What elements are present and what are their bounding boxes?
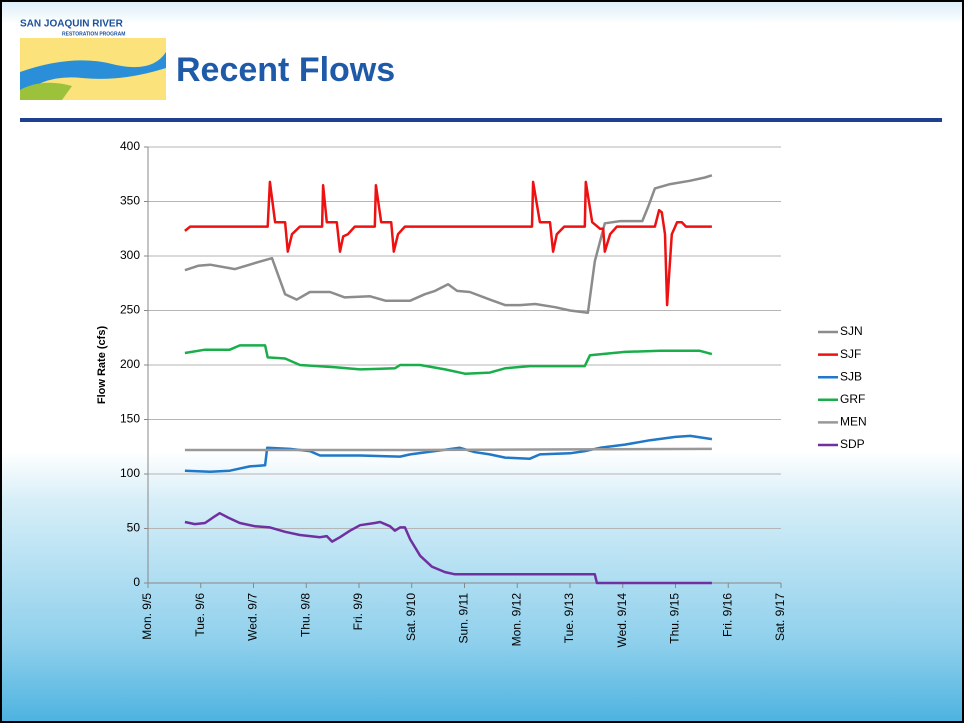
- x-tick-label: Fri. 9/9: [351, 593, 365, 631]
- logo-title: SAN JOAQUIN RIVER: [20, 19, 124, 30]
- legend-label: SJN: [840, 324, 863, 338]
- x-tick-label: Wed. 9/14: [615, 593, 629, 648]
- x-tick-label: Wed. 9/7: [246, 593, 260, 641]
- x-tick-label: Tue. 9/6: [193, 593, 207, 637]
- legend-label: GRF: [840, 392, 865, 406]
- x-tick-label: Thu. 9/8: [298, 593, 312, 637]
- logo: SAN JOAQUIN RIVER RESTORATION PROGRAM: [20, 19, 166, 100]
- x-tick-label: Mon. 9/5: [140, 593, 154, 640]
- legend-label: SJB: [840, 369, 862, 383]
- y-tick-label: 200: [120, 357, 140, 371]
- y-tick-label: 100: [120, 466, 140, 480]
- logo-river: [20, 52, 166, 98]
- x-tick-label: Thu. 9/15: [668, 593, 682, 644]
- slide-title: Recent Flows: [176, 51, 395, 89]
- legend-label: SJF: [840, 347, 861, 361]
- x-tick-label: Fri. 9/16: [720, 593, 734, 637]
- y-tick-label: 350: [120, 194, 140, 208]
- y-axis-title: Flow Rate (cfs): [96, 326, 108, 405]
- y-tick-label: 300: [120, 248, 140, 262]
- x-tick-label: Tue. 9/13: [562, 593, 576, 644]
- y-tick-label: 50: [127, 521, 141, 535]
- y-tick-label: 0: [133, 575, 140, 589]
- series-line: [184, 511, 712, 585]
- series-line: [184, 174, 713, 314]
- x-tick-label: Sat. 9/17: [773, 593, 787, 641]
- title-rule: [20, 118, 942, 122]
- series-line: [184, 344, 713, 375]
- x-tick-label: Mon. 9/12: [509, 593, 523, 647]
- logo-field: [20, 82, 72, 100]
- series-line: [184, 180, 712, 307]
- legend-label: SDP: [840, 437, 865, 451]
- y-tick-label: 150: [120, 412, 140, 426]
- logo-subtitle: RESTORATION PROGRAM: [62, 31, 125, 37]
- y-tick-label: 400: [120, 139, 140, 153]
- x-tick-label: Sat. 9/10: [404, 593, 418, 641]
- series-line: [184, 447, 712, 452]
- legend-label: MEN: [840, 415, 867, 429]
- y-tick-label: 250: [120, 303, 140, 317]
- chart: 0 50 100 150 200 250 300 350 400 Mon. 9/5 Tue. 9/6…: [96, 139, 867, 647]
- series-line: [184, 434, 713, 474]
- x-tick-label: Sun. 9/11: [457, 593, 471, 644]
